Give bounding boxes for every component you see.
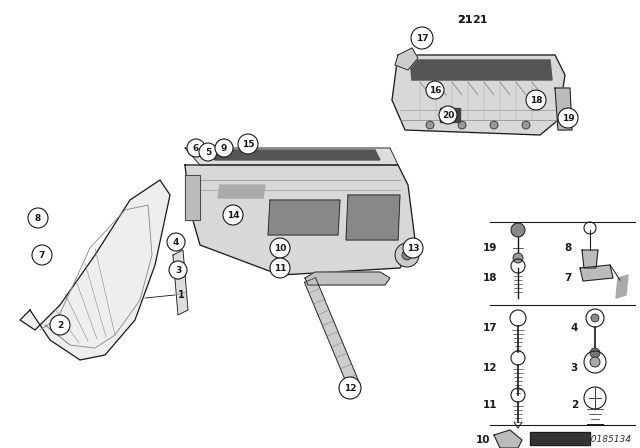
Text: 2: 2 [571, 400, 578, 410]
Polygon shape [395, 48, 418, 70]
Circle shape [270, 238, 290, 258]
Polygon shape [410, 60, 552, 80]
Text: 12: 12 [344, 383, 356, 392]
Text: 13: 13 [407, 244, 419, 253]
Text: 2: 2 [57, 320, 63, 329]
Circle shape [513, 253, 523, 263]
Text: 11: 11 [483, 400, 497, 410]
Text: 19: 19 [483, 243, 497, 253]
Polygon shape [305, 272, 390, 285]
Circle shape [167, 233, 185, 251]
Text: 00185134: 00185134 [586, 435, 632, 444]
Circle shape [402, 250, 412, 260]
Polygon shape [494, 430, 522, 448]
Circle shape [28, 208, 48, 228]
Text: 3: 3 [175, 266, 181, 275]
Polygon shape [218, 185, 265, 198]
Polygon shape [20, 180, 170, 360]
Circle shape [403, 238, 423, 258]
Circle shape [558, 108, 578, 128]
Text: 21: 21 [472, 15, 488, 25]
Text: 10: 10 [476, 435, 490, 445]
Polygon shape [173, 250, 188, 315]
Circle shape [522, 121, 530, 129]
Text: 7: 7 [564, 273, 572, 283]
Polygon shape [185, 148, 398, 165]
Polygon shape [392, 55, 565, 135]
Circle shape [458, 121, 466, 129]
Circle shape [511, 223, 525, 237]
Circle shape [526, 90, 546, 110]
Circle shape [590, 348, 600, 358]
Text: 3: 3 [571, 363, 578, 373]
Text: 7: 7 [39, 250, 45, 259]
Circle shape [270, 258, 290, 278]
Polygon shape [185, 165, 415, 275]
Circle shape [439, 106, 457, 124]
Circle shape [490, 121, 498, 129]
Circle shape [169, 261, 187, 279]
Text: 18: 18 [530, 95, 542, 104]
Polygon shape [616, 275, 628, 298]
Polygon shape [530, 432, 590, 445]
Text: 20: 20 [442, 111, 454, 120]
Circle shape [339, 377, 361, 399]
Circle shape [395, 243, 419, 267]
Polygon shape [582, 250, 598, 268]
Circle shape [590, 357, 600, 367]
Text: 15: 15 [242, 139, 254, 148]
Text: 4: 4 [173, 237, 179, 246]
Polygon shape [210, 150, 380, 160]
Text: 14: 14 [227, 211, 239, 220]
Text: 6: 6 [193, 143, 199, 152]
Circle shape [591, 314, 599, 322]
Circle shape [223, 205, 243, 225]
Text: 4: 4 [571, 323, 578, 333]
Polygon shape [268, 200, 340, 235]
Circle shape [426, 121, 434, 129]
Circle shape [215, 139, 233, 157]
Text: 12: 12 [483, 363, 497, 373]
Polygon shape [305, 278, 360, 390]
Circle shape [187, 139, 205, 157]
Text: 17: 17 [416, 34, 428, 43]
Text: 21: 21 [457, 15, 473, 25]
Text: 18: 18 [483, 273, 497, 283]
Text: 10: 10 [274, 244, 286, 253]
Circle shape [238, 134, 258, 154]
Polygon shape [185, 175, 200, 220]
Text: 16: 16 [429, 86, 441, 95]
Polygon shape [440, 108, 460, 122]
Circle shape [411, 27, 433, 49]
Text: 9: 9 [221, 143, 227, 152]
Text: 5: 5 [205, 147, 211, 156]
Text: 21: 21 [457, 15, 473, 25]
Circle shape [199, 143, 217, 161]
Text: 17: 17 [483, 323, 497, 333]
Circle shape [426, 81, 444, 99]
Polygon shape [580, 265, 613, 281]
Polygon shape [555, 88, 572, 130]
Polygon shape [346, 195, 400, 240]
Text: 11: 11 [274, 263, 286, 272]
Circle shape [50, 315, 70, 335]
Text: 1: 1 [178, 290, 185, 300]
Circle shape [32, 245, 52, 265]
Text: 19: 19 [562, 113, 574, 122]
Text: 8: 8 [35, 214, 41, 223]
Text: 8: 8 [564, 243, 572, 253]
